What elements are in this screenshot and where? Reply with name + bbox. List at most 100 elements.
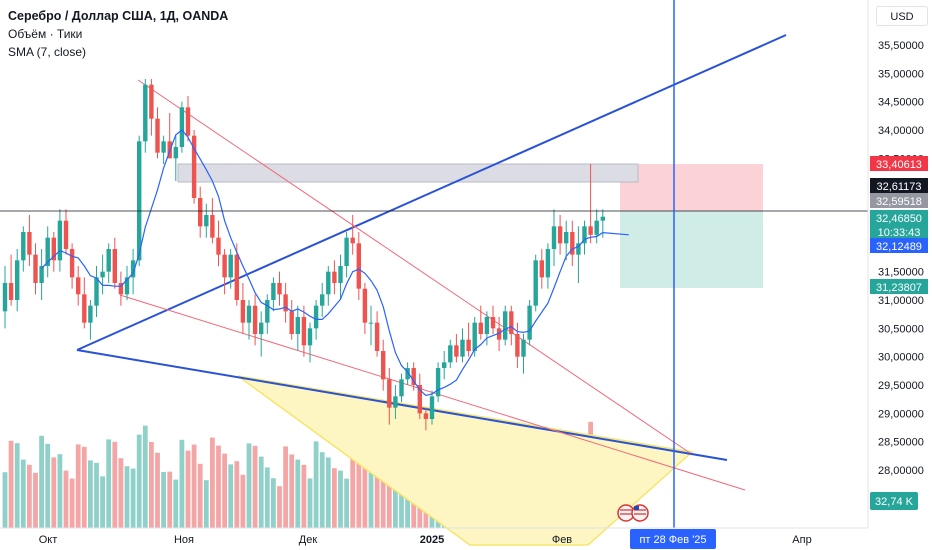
candle <box>356 232 361 300</box>
candle <box>271 277 276 312</box>
volume-bar <box>75 444 81 528</box>
lower-trendline[interactable] <box>76 349 728 461</box>
volume-bar <box>210 437 215 528</box>
candle <box>124 266 130 300</box>
price-label-crosshair <box>870 178 928 193</box>
volume-bar <box>197 463 203 528</box>
candle <box>259 311 264 357</box>
volume-bar <box>411 485 417 528</box>
volume-bar <box>45 443 51 528</box>
candle <box>588 164 593 244</box>
volume-indicator-label[interactable]: Объём · Тики <box>8 27 83 41</box>
candle <box>112 237 117 289</box>
candle <box>33 243 38 295</box>
volume-bar <box>106 439 112 528</box>
symbol-title[interactable]: Серебро / Доллар США, 1Д, OANDA <box>8 9 229 23</box>
candle <box>76 266 81 306</box>
us-flag-icon[interactable] <box>617 504 649 522</box>
volume-bar <box>289 454 295 528</box>
volume-bar <box>69 478 75 528</box>
candle <box>161 135 166 164</box>
volume-bar <box>191 444 197 528</box>
volume-bar <box>277 486 282 528</box>
candle <box>204 203 209 238</box>
candle <box>185 96 191 142</box>
price-labels: 33,40613 32,61173 32,59518 32,46850 10:33:43… <box>870 156 928 294</box>
price-tick-label: 29,50000 <box>878 380 924 392</box>
time-tick-label: Окт <box>39 534 58 546</box>
candle <box>509 305 514 346</box>
volume-bar <box>161 472 166 528</box>
price-tick-label: 29,00000 <box>878 408 924 420</box>
candle <box>521 334 526 374</box>
candle <box>106 243 111 283</box>
candle <box>191 130 197 204</box>
price-label-text: 32,59518 <box>876 196 922 208</box>
date-label: пт 28 Фев '25 <box>630 529 716 549</box>
time-tick-label: Фев <box>552 534 572 546</box>
price-tick-label: 30,00000 <box>878 352 924 364</box>
volume-bar <box>185 450 191 528</box>
volume-bar <box>307 478 313 528</box>
volume-bar <box>57 454 63 528</box>
candle <box>362 283 368 334</box>
volume-bar <box>149 442 154 528</box>
time-tick-label: Апр <box>792 534 811 546</box>
sma-indicator-label[interactable]: SMA (7, close) <box>8 45 87 59</box>
position-loss-zone[interactable] <box>620 164 763 211</box>
candle <box>448 339 453 368</box>
candle <box>533 254 538 312</box>
candle <box>155 107 160 159</box>
candle <box>582 220 587 255</box>
volume-bar <box>313 441 319 528</box>
candle <box>283 283 288 323</box>
volume-bar <box>88 460 93 528</box>
volume-bar <box>356 438 362 528</box>
resistance-zone[interactable] <box>177 163 639 183</box>
candle <box>350 215 355 255</box>
date-label-text: пт 28 Фев '25 <box>639 534 706 546</box>
volume-bar <box>179 439 185 528</box>
candle <box>118 271 124 306</box>
volume-bar <box>405 479 410 528</box>
time-axis[interactable]: Окт Ноя Дек 2025 Фев Апр <box>39 534 812 546</box>
volume-bar <box>112 441 118 528</box>
candle <box>57 209 63 272</box>
candle <box>551 209 557 266</box>
volume-value: 32,74 K <box>875 496 914 508</box>
price-tick-label: 30,50000 <box>878 323 924 335</box>
volume-bar <box>81 446 87 528</box>
candle <box>405 362 410 385</box>
volume-bar <box>246 443 252 528</box>
volume-bar <box>301 464 307 528</box>
volume-bar <box>222 453 227 528</box>
candle <box>326 266 331 306</box>
volume-axis-label: 32,74 K <box>870 492 918 510</box>
volume-bar <box>63 470 69 528</box>
upper-trendline[interactable] <box>76 34 787 351</box>
price-label-text: 31,23807 <box>876 282 922 294</box>
candle <box>344 232 349 278</box>
currency-button[interactable]: USD <box>876 6 928 26</box>
candle <box>82 277 87 329</box>
candle <box>387 368 392 425</box>
price-label-text: 32,61173 <box>876 181 921 193</box>
candle <box>320 283 325 317</box>
volume-bar <box>319 452 325 528</box>
price-axis[interactable]: 28,00000 28,50000 29,00000 29,50000 30,00000… <box>878 40 924 477</box>
candle <box>222 249 227 295</box>
candle <box>478 305 483 340</box>
candle <box>301 305 307 357</box>
position-profit-zone[interactable] <box>620 211 763 288</box>
candle <box>557 215 563 255</box>
candle <box>442 351 447 380</box>
volume-bar <box>240 474 246 528</box>
candle <box>594 209 599 244</box>
red-descending-line-1[interactable] <box>137 79 691 454</box>
price-tick-label: 31,50000 <box>878 267 924 279</box>
volume-bar <box>8 440 14 528</box>
price-tick-label: 28,50000 <box>878 437 924 449</box>
candle <box>423 407 429 431</box>
price-tick-label: 35,00000 <box>878 68 924 80</box>
